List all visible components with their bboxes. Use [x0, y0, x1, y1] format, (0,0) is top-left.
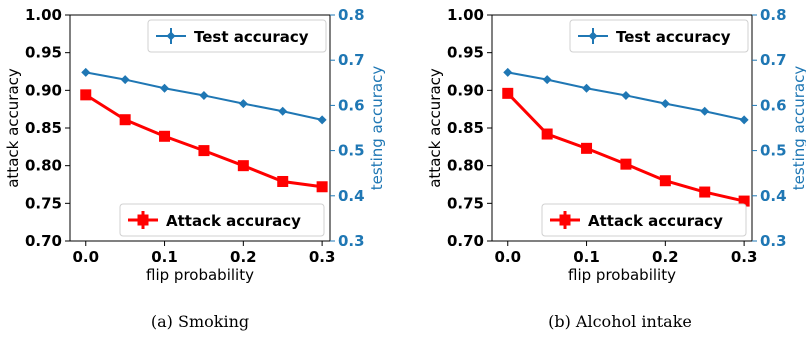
legend-box-test [147, 19, 327, 53]
x-axis-label: flip probability [568, 266, 676, 284]
test-accuracy-point [81, 67, 91, 77]
y-right-tick-label: 0.7 [760, 51, 787, 69]
test-accuracy-point [542, 75, 552, 85]
test-accuracy-point [660, 99, 670, 109]
legend-test-marker [588, 31, 598, 41]
y-tick-label: 0.75 [25, 194, 62, 212]
attack-accuracy-point [277, 175, 289, 187]
legend-attack-label: Attack accuracy [166, 212, 301, 230]
x-axis-label: flip probability [146, 266, 254, 284]
legend-test-label: Test accuracy [194, 28, 309, 46]
y-right-tick-label: 0.6 [338, 96, 365, 114]
y-axis-label: attack accuracy [426, 68, 444, 188]
x-tick-label: 0.3 [309, 248, 336, 266]
y-tick-label: 0.95 [447, 44, 484, 62]
y-tick-label: 0.70 [25, 232, 62, 250]
y-tick-label: 0.90 [25, 81, 62, 99]
y-tick-label: 0.85 [25, 119, 62, 137]
test-accuracy-point [317, 115, 327, 125]
x-tick-label: 0.1 [151, 248, 178, 266]
legend-box-test [569, 19, 749, 53]
test-accuracy-point [120, 75, 130, 85]
y-tick-label: 0.90 [447, 81, 484, 99]
test-accuracy-point [160, 83, 170, 93]
figure-caption: (b) Alcohol intake [548, 312, 692, 331]
attack-accuracy-point [581, 142, 593, 154]
x-tick-label: 0.0 [494, 248, 521, 266]
attack-accuracy-point [699, 186, 711, 198]
x-tick-label: 0.0 [72, 248, 99, 266]
legend-box-attack [541, 203, 747, 237]
test-accuracy-point [621, 90, 631, 100]
attack-accuracy-point [237, 160, 249, 172]
test-accuracy-point [199, 90, 209, 100]
y-right-tick-label: 0.4 [760, 187, 787, 205]
chart-panel-smoking: 0.70 0.75 0.80 0.85 0.90 0.95 1.00 0.3 0.4 0.5 0.6… [4, 6, 386, 331]
y-tick-label: 1.00 [447, 6, 484, 24]
y-right-axis-label: testing accuracy [368, 66, 386, 191]
y-tick-label: 0.70 [447, 232, 484, 250]
x-tick-label: 0.2 [652, 248, 679, 266]
test-accuracy-point [739, 115, 749, 125]
attack-accuracy-point [159, 130, 171, 142]
y-right-tick-label: 0.6 [760, 96, 787, 114]
attack-accuracy-point [541, 128, 553, 140]
y-tick-label: 0.85 [447, 119, 484, 137]
legend-attack-marker [137, 214, 149, 226]
attack-accuracy-line [506, 92, 745, 203]
legend-test-marker [166, 31, 176, 41]
test-accuracy-point [582, 83, 592, 93]
x-tick-label: 0.3 [731, 248, 758, 266]
y-right-tick-label: 0.8 [338, 6, 365, 24]
attack-accuracy-point [620, 158, 632, 170]
y-right-tick-label: 0.7 [338, 51, 365, 69]
y-right-tick-label: 0.5 [760, 142, 787, 160]
test-accuracy-point [503, 67, 513, 77]
y-tick-label: 0.80 [25, 157, 62, 175]
legend-box-attack [119, 203, 325, 237]
attack-accuracy-point [502, 87, 514, 99]
test-accuracy-point [700, 106, 710, 116]
y-tick-label: 1.00 [25, 6, 62, 24]
attack-accuracy-point [659, 175, 671, 187]
x-tick-label: 0.1 [573, 248, 600, 266]
attack-accuracy-point [738, 195, 750, 207]
y-right-tick-label: 0.4 [338, 187, 365, 205]
chart-panel-alcohol-intake: 0.70 0.75 0.80 0.85 0.90 0.95 1.00 0.3 0.4 0.5 0.6… [426, 6, 806, 331]
legend-attack-marker [559, 214, 571, 226]
figure-caption: (a) Smoking [151, 312, 249, 331]
y-right-tick-label: 0.8 [760, 6, 787, 24]
y-tick-label: 0.80 [447, 157, 484, 175]
legend-test-label: Test accuracy [616, 28, 731, 46]
y-tick-label: 0.95 [25, 44, 62, 62]
attack-accuracy-point [198, 145, 210, 157]
y-right-axis-label: testing accuracy [790, 66, 806, 191]
y-axis-label: attack accuracy [4, 68, 22, 188]
y-right-tick-label: 0.3 [760, 232, 787, 250]
attack-accuracy-line [84, 93, 323, 189]
attack-accuracy-point [80, 89, 92, 101]
y-right-tick-label: 0.3 [338, 232, 365, 250]
x-tick-label: 0.2 [230, 248, 257, 266]
y-right-tick-label: 0.5 [338, 142, 365, 160]
y-tick-label: 0.75 [447, 194, 484, 212]
test-accuracy-point [238, 99, 248, 109]
legend-attack-label: Attack accuracy [588, 212, 723, 230]
attack-accuracy-point [316, 181, 328, 193]
test-accuracy-point [278, 106, 288, 116]
attack-accuracy-point [119, 114, 131, 126]
